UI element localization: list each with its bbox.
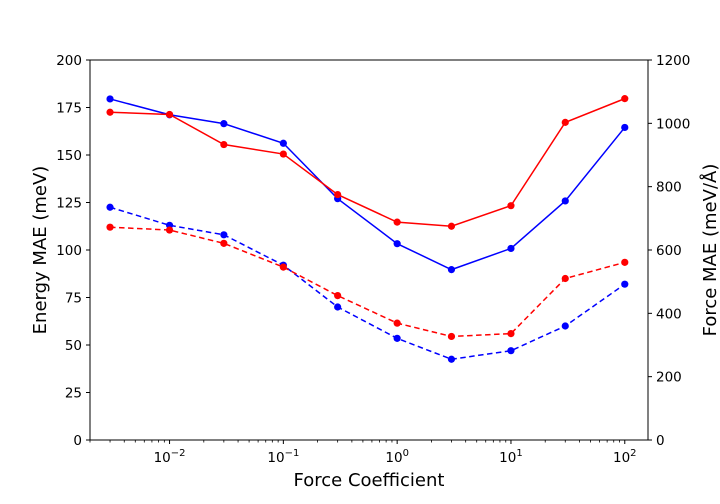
data-point-blue-solid bbox=[561, 197, 569, 205]
data-point-blue-dashed bbox=[507, 347, 515, 355]
y-axis-left-title: Energy MAE (meV) bbox=[30, 166, 51, 335]
data-point-red-solid bbox=[507, 202, 515, 210]
series-line-red-solid bbox=[110, 97, 626, 228]
x-tick-label: 101 bbox=[499, 448, 523, 466]
y-right-tick-label: 0 bbox=[656, 433, 665, 449]
data-point-red-dashed bbox=[334, 292, 342, 300]
y-left-tick-label: 175 bbox=[56, 101, 82, 117]
x-axis-title: Force Coefficient bbox=[294, 470, 445, 491]
y-left-tick-label: 25 bbox=[65, 386, 82, 402]
data-point-blue-dashed bbox=[106, 203, 114, 211]
y-left-tick-label: 0 bbox=[73, 433, 82, 449]
data-point-blue-dashed bbox=[447, 355, 456, 363]
data-point-blue-dashed bbox=[220, 231, 228, 239]
y-left-tick-label: 50 bbox=[65, 338, 82, 354]
data-point-red-dashed bbox=[106, 223, 114, 231]
data-point-blue-solid bbox=[220, 120, 228, 128]
data-point-red-dashed bbox=[279, 263, 287, 271]
data-point-red-solid bbox=[561, 118, 569, 126]
x-tick-label: 10−1 bbox=[267, 448, 299, 466]
data-point-blue-solid bbox=[447, 266, 456, 274]
x-tick-label: 10−2 bbox=[154, 448, 186, 466]
series-line-blue-solid bbox=[109, 98, 626, 271]
data-point-red-solid bbox=[220, 140, 228, 149]
y-right-tick-label: 200 bbox=[656, 370, 682, 386]
data-point-blue-solid bbox=[106, 95, 114, 103]
y-left-tick-label: 150 bbox=[56, 148, 82, 164]
x-tick-label: 100 bbox=[385, 448, 409, 466]
y-right-tick-label: 1000 bbox=[656, 116, 690, 132]
data-point-red-dashed bbox=[561, 274, 569, 283]
series-line-blue-dashed bbox=[109, 206, 626, 361]
data-point-blue-solid bbox=[393, 240, 401, 248]
data-point-blue-dashed bbox=[393, 334, 401, 342]
y-left-tick-label: 125 bbox=[56, 196, 82, 212]
data-point-blue-solid bbox=[279, 139, 287, 147]
data-point-red-solid bbox=[621, 95, 629, 103]
data-point-red-solid bbox=[279, 150, 287, 158]
data-point-red-dashed bbox=[220, 239, 228, 247]
x-tick-label: 102 bbox=[613, 448, 637, 466]
data-point-red-solid bbox=[393, 218, 401, 226]
data-point-blue-dashed bbox=[621, 280, 629, 288]
y-left-tick-label: 75 bbox=[65, 291, 82, 307]
data-point-red-dashed bbox=[507, 330, 515, 338]
data-point-blue-dashed bbox=[334, 303, 342, 311]
data-point-red-dashed bbox=[165, 226, 174, 234]
data-point-blue-solid bbox=[621, 123, 629, 132]
data-point-blue-solid bbox=[507, 244, 515, 253]
data-point-red-dashed bbox=[393, 319, 401, 327]
data-point-red-solid bbox=[447, 222, 456, 230]
y-left-tick-label: 200 bbox=[56, 53, 82, 69]
y-right-tick-label: 600 bbox=[656, 243, 682, 259]
data-point-red-dashed bbox=[447, 332, 456, 341]
data-point-red-solid bbox=[165, 110, 174, 119]
data-point-red-solid bbox=[334, 190, 342, 199]
y-right-tick-label: 800 bbox=[656, 180, 682, 196]
series-line-red-dashed bbox=[110, 226, 625, 338]
y-right-tick-label: 1200 bbox=[656, 53, 690, 69]
series-layer bbox=[106, 95, 629, 363]
data-point-red-dashed bbox=[621, 258, 629, 266]
data-point-red-solid bbox=[106, 108, 114, 116]
y-right-tick-label: 400 bbox=[656, 306, 682, 322]
y-axis-right-title: Force MAE (meV/Å) bbox=[699, 164, 720, 337]
data-point-blue-dashed bbox=[561, 322, 569, 330]
y-left-tick-label: 100 bbox=[56, 243, 82, 259]
axes-layer: 0 25 50 75 100 125 150 175 200 0 200 400 600 800 1000 1… bbox=[56, 53, 690, 466]
